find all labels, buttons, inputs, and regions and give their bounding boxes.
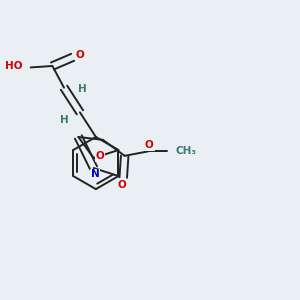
Text: O: O: [76, 50, 84, 60]
Text: N: N: [91, 169, 100, 179]
Text: O: O: [117, 180, 126, 190]
Text: H: H: [79, 84, 87, 94]
Text: CH₃: CH₃: [176, 146, 197, 156]
Text: H: H: [60, 115, 68, 124]
Text: HO: HO: [5, 61, 22, 71]
Text: O: O: [96, 151, 104, 161]
Text: O: O: [145, 140, 154, 150]
